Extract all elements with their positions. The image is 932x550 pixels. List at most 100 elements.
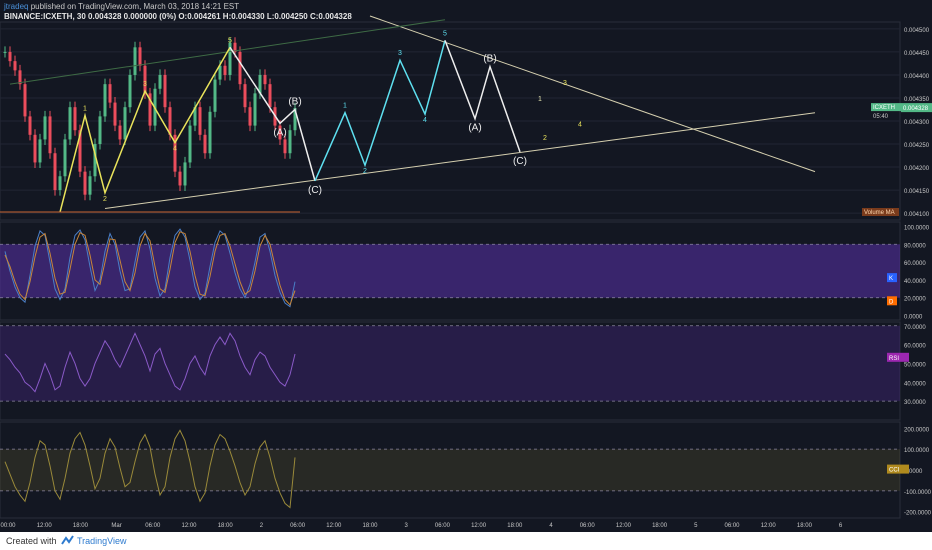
osc-legend-bg	[887, 352, 909, 362]
time-axis-tick: 18:00	[362, 523, 378, 529]
price-axis-tick: 0.004100	[904, 212, 930, 218]
trendline-lower-ascending	[104, 112, 816, 209]
osc-band-2	[0, 325, 900, 402]
osc-legend-bg	[887, 296, 897, 306]
candle-body	[253, 93, 257, 126]
candle-body	[28, 116, 32, 135]
wave-yellow-impulse-1	[59, 46, 231, 213]
time-axis-tick: 4	[549, 523, 553, 529]
time-axis-tick: 18:00	[797, 523, 813, 529]
time-axis-tick: 06:00	[145, 523, 161, 529]
candle-body	[13, 61, 17, 71]
osc-axis-tick: 0.0000	[904, 315, 923, 321]
wave-white-correction-abc-2	[444, 40, 521, 153]
wave-label: 1	[343, 103, 347, 110]
osc-axis-tick: 40.0000	[904, 381, 926, 387]
wave-label: 3	[143, 81, 147, 88]
candle-body	[138, 47, 142, 66]
osc-series-D	[4, 231, 296, 306]
candle-body	[283, 139, 287, 154]
candle-body	[108, 84, 112, 103]
time-axis-tick: 12:00	[471, 523, 487, 529]
osc-axis-tick: 70.0000	[904, 325, 926, 331]
pane-frame-2	[0, 321, 901, 421]
candle-body	[223, 65, 227, 75]
osc-axis-tick: 100.0000	[904, 225, 930, 231]
published-text: published on TradingView.com, March 03, …	[30, 2, 240, 11]
candle-body	[198, 107, 202, 135]
osc-axis-tick: 60.0000	[904, 344, 926, 350]
candle-body	[158, 74, 162, 89]
candle-body	[218, 65, 222, 80]
osc-axis-tick: 20.0000	[904, 297, 926, 303]
price-axis-tick: 0.004450	[904, 51, 930, 57]
candle-body	[113, 102, 117, 126]
candle-body	[233, 42, 237, 52]
time-axis-tick: 12:00	[616, 523, 632, 529]
candle-body	[78, 130, 82, 172]
candle-body	[183, 162, 187, 186]
time-axis-tick: 18:00	[73, 523, 89, 529]
candle-body	[143, 65, 147, 94]
tradingview-logo-icon	[61, 535, 74, 545]
osc-series-RSI	[4, 332, 296, 393]
wave-label: (A)	[468, 123, 481, 134]
symbol-label: BINANCE:ICXETH, 30	[4, 12, 86, 21]
candle-body	[288, 130, 292, 154]
time-axis-tick: 06:00	[435, 523, 451, 529]
wave-cyan-impulse	[314, 40, 446, 182]
wave-label: (C)	[308, 185, 322, 196]
osc-legend-D: D	[889, 299, 894, 305]
candle-body	[38, 139, 42, 163]
wave-label: 4	[423, 117, 427, 124]
footer-bar: Created with TradingView	[0, 532, 932, 550]
candle-body	[163, 74, 167, 108]
candle-body	[63, 139, 67, 177]
wave-label: (C)	[513, 156, 527, 167]
candle-body	[43, 116, 47, 140]
wave-label: (B)	[483, 54, 496, 65]
time-axis-tick: 12:00	[181, 523, 197, 529]
osc-legend-RSI: RSI	[889, 356, 899, 362]
time-axis-tick: 18:00	[507, 523, 523, 529]
candle-body	[8, 51, 12, 62]
time-axis-tick: 12:00	[761, 523, 777, 529]
candle-body	[268, 84, 272, 108]
time-axis-tick: 3	[405, 523, 409, 529]
trendline-upper-descending	[369, 15, 816, 173]
osc-series-CCI	[4, 429, 296, 509]
time-axis-tick: 18:00	[652, 523, 668, 529]
footer-created-with: Created with	[6, 536, 57, 546]
wave-label: 1	[83, 105, 87, 112]
candle-body	[173, 134, 177, 172]
osc-legend-bg	[887, 273, 897, 283]
candle-body	[3, 51, 7, 53]
last-price-tag-bg	[901, 103, 932, 113]
time-axis-tick: 00:00	[0, 523, 16, 529]
time-axis-tick: 6	[839, 523, 843, 529]
candle-body	[53, 153, 57, 191]
wave-label: (B)	[288, 96, 301, 107]
time-axis-tick: 12:00	[326, 523, 342, 529]
candle-body	[168, 107, 172, 135]
candle-body	[258, 74, 262, 94]
candle-body	[148, 93, 152, 126]
osc-axis-tick: 80.0000	[904, 243, 926, 249]
candle-body	[248, 107, 252, 126]
symbol-header: BINANCE:ICXETH, 30 0.004328 0.000000 (0%…	[4, 12, 352, 21]
candle-body	[243, 84, 247, 108]
wave-label: 3	[398, 50, 402, 57]
osc-axis-tick: 200.0000	[904, 427, 930, 433]
price-axis-tick: 0.004300	[904, 120, 930, 126]
wave-label: 2	[363, 168, 367, 175]
last-price-tag: 0.004328	[903, 106, 929, 112]
osc-band-1	[0, 244, 900, 298]
ohlc-values: 0.004328 0.000000 (0%) O:0.004261 H:0.00…	[88, 12, 352, 21]
volume-tag-bg	[862, 208, 899, 216]
candle-body	[278, 125, 282, 140]
candle-body	[48, 116, 52, 154]
publisher-name[interactable]: jtradeq	[4, 2, 29, 11]
price-axis-tick: 0.004350	[904, 97, 930, 103]
footer-brand[interactable]: TradingView	[77, 536, 127, 546]
